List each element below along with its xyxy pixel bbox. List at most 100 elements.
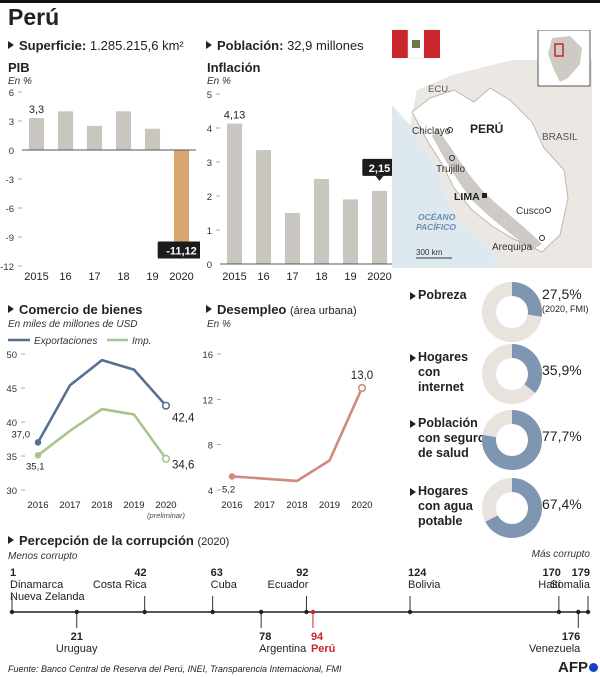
bullet-icon bbox=[410, 488, 416, 496]
y-tick-label: -9 bbox=[6, 233, 14, 244]
x-tick-label: 2017 bbox=[254, 500, 275, 511]
x-tick-label: 2015 bbox=[24, 271, 48, 283]
data-label-box bbox=[157, 241, 200, 259]
rank-point bbox=[142, 609, 147, 615]
city-label: Cusco bbox=[516, 206, 545, 217]
afp-logo-text: AFP bbox=[558, 659, 588, 676]
y-tick-label: 40 bbox=[6, 418, 17, 429]
rank-number: 124 bbox=[408, 567, 427, 579]
rank-number: 176 bbox=[562, 631, 580, 643]
data-label: -11,12 bbox=[166, 245, 197, 257]
series-point bbox=[357, 383, 367, 393]
y-tick-label: -3 bbox=[6, 175, 14, 186]
data-label: 5,2 bbox=[222, 484, 235, 495]
series-line bbox=[36, 358, 167, 444]
peru-territory bbox=[411, 87, 569, 253]
y-tick-label: 50 bbox=[6, 350, 17, 361]
desempleo-unit: En % bbox=[207, 319, 231, 330]
inflacion-title: Inflación bbox=[207, 60, 261, 75]
bar bbox=[226, 123, 243, 264]
y-tick-label: 16 bbox=[202, 350, 213, 361]
city-marker bbox=[545, 207, 551, 213]
y-tick-label: 12 bbox=[202, 395, 213, 406]
rank-country: Nueva Zelanda bbox=[10, 591, 85, 603]
x-tick-label: 2018 bbox=[286, 500, 307, 511]
rank-country: Somalia bbox=[550, 579, 591, 591]
rank-number: 78 bbox=[259, 631, 271, 643]
rank-point bbox=[304, 609, 309, 615]
series-point bbox=[34, 439, 42, 446]
x-tick-label: 19 bbox=[146, 271, 158, 283]
indicator-label: Hogares con internet bbox=[418, 350, 469, 394]
bar bbox=[173, 150, 190, 258]
y-tick-label: 3 bbox=[207, 158, 212, 169]
indicators-panel: Pobreza 27,5% (2020, FMI) Hogares con inter… bbox=[400, 282, 600, 540]
city-label: Chiclayo bbox=[412, 126, 451, 137]
rank-point bbox=[585, 609, 591, 615]
y-tick-label: 3 bbox=[9, 117, 14, 128]
comercio-chart: 50 45 40 35 30 2016 2017 2018 2019 2020(prelimina… bbox=[6, 336, 195, 520]
indicator-value: 77,7% bbox=[542, 428, 582, 444]
corruption-title: Percepción de la corrupción (2020) bbox=[8, 533, 229, 548]
country-label: PERÚ bbox=[470, 121, 503, 136]
rank-point bbox=[310, 609, 316, 615]
bullet-icon bbox=[8, 305, 14, 313]
rank-number: 63 bbox=[211, 567, 223, 579]
scale-label: 300 km bbox=[416, 248, 443, 257]
peru-map: ECU. BRASIL PERÚ Chiclayo Trujillo LIMA … bbox=[392, 30, 592, 268]
pib-chart: 6 3 0 -3 -6 -9 -12 2015 3,3 16 17 18 19 2020 -11,12 bbox=[0, 88, 200, 283]
desempleo-title-note: (área urbana) bbox=[290, 305, 357, 317]
series-point bbox=[228, 473, 236, 480]
x-tick-label: 2015 bbox=[222, 271, 246, 283]
data-label-box bbox=[362, 158, 397, 176]
desempleo-title: Desempleo (área urbana) bbox=[206, 302, 357, 317]
y-tick-label: 5 bbox=[207, 90, 212, 101]
neighbor-label: BRASIL bbox=[542, 132, 578, 143]
bar bbox=[57, 111, 74, 150]
x-tick-label: 2020 bbox=[351, 500, 372, 511]
rank-country: Perú bbox=[311, 643, 335, 655]
x-tick-label: 17 bbox=[286, 271, 298, 283]
indicator-label: Pobreza bbox=[418, 288, 467, 302]
x-tick-label: 2020 bbox=[169, 271, 193, 283]
y-tick-label: 8 bbox=[208, 441, 213, 452]
series-line bbox=[37, 407, 168, 460]
less-corrupt-label: Menos corrupto bbox=[8, 551, 78, 562]
y-tick-label: -12 bbox=[0, 262, 14, 273]
desempleo-title-text: Desempleo bbox=[217, 302, 287, 317]
y-tick-label: 4 bbox=[207, 124, 212, 135]
x-tick-label: 2019 bbox=[123, 500, 144, 511]
indicator-value: 27,5% bbox=[542, 286, 582, 302]
legend-label: Exportaciones bbox=[34, 336, 97, 347]
inset-map bbox=[537, 30, 591, 87]
x-tick-label: 16 bbox=[59, 271, 71, 283]
top-rule bbox=[0, 0, 600, 3]
pib-unit: En % bbox=[8, 76, 32, 87]
x-tick-label: 18 bbox=[117, 271, 129, 283]
indicator-label: Hogares con agua potable bbox=[418, 484, 473, 528]
bar bbox=[371, 190, 388, 264]
indicator-row: Pobreza 27,5% (2020, FMI) bbox=[400, 282, 600, 346]
city-label: LIMA bbox=[454, 191, 480, 203]
y-tick-label: 35 bbox=[6, 452, 17, 463]
x-tick-label: 17 bbox=[88, 271, 100, 283]
city-marker bbox=[449, 155, 455, 161]
comercio-unit: En miles de millones de USD bbox=[8, 319, 138, 330]
capital-marker bbox=[482, 193, 487, 198]
data-label: 37,0 bbox=[12, 429, 31, 440]
superficie-label: Superficie: bbox=[19, 38, 87, 53]
y-tick-label: 30 bbox=[6, 486, 17, 497]
poblacion-label: Población: bbox=[217, 38, 284, 53]
bar bbox=[342, 199, 359, 264]
comercio-title-text: Comercio de bienes bbox=[19, 302, 143, 317]
rank-point bbox=[407, 609, 413, 615]
bar bbox=[255, 150, 272, 264]
bar bbox=[28, 118, 45, 150]
x-tick-label: 2019 bbox=[319, 500, 340, 511]
indicator-value: 35,9% bbox=[542, 362, 582, 378]
data-label: 3,3 bbox=[29, 104, 44, 116]
neighbor-label: ECU. bbox=[428, 84, 451, 95]
andes-relief bbox=[432, 128, 542, 250]
x-tick-label: 16 bbox=[257, 271, 269, 283]
